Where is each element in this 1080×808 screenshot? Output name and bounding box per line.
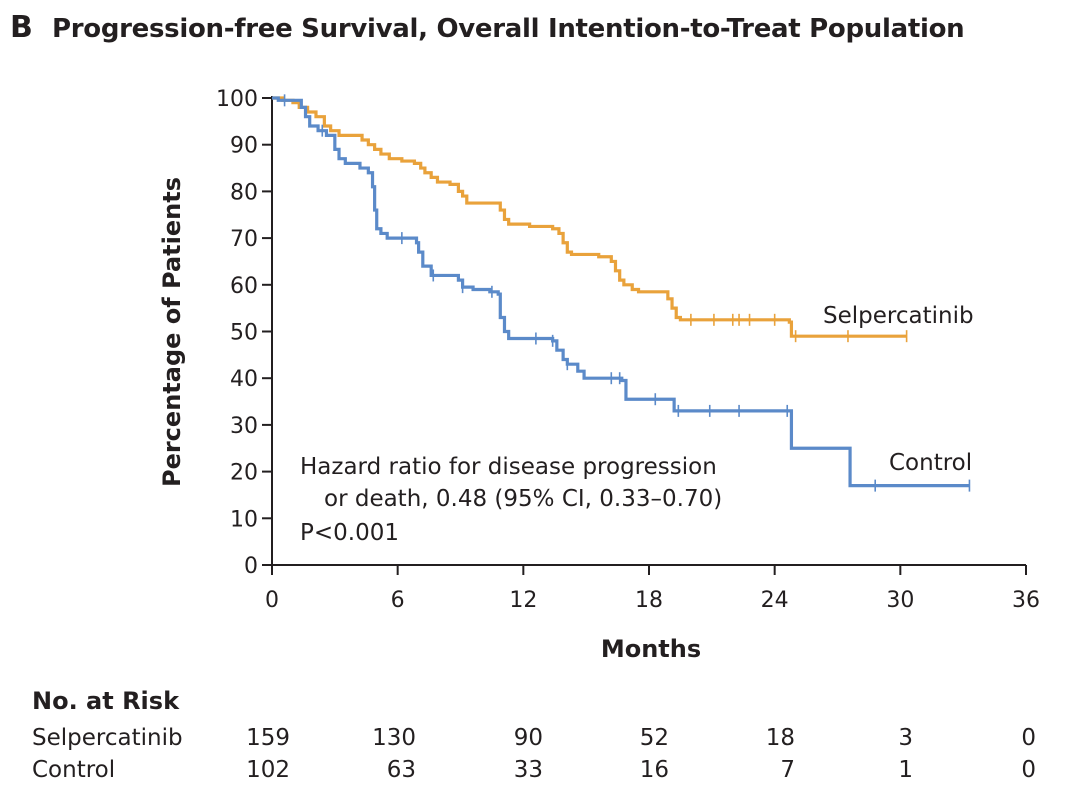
x-tick-label: 24: [761, 588, 789, 613]
risk-cell: 7: [780, 757, 795, 783]
x-tick-label: 36: [1012, 588, 1040, 613]
x-tick-label: 12: [509, 588, 537, 613]
x-tick-label: 18: [635, 588, 663, 613]
km-curve-control: [272, 96, 970, 488]
risk-cell: 3: [898, 725, 913, 751]
risk-cell: 33: [513, 757, 543, 783]
risk-cell: 16: [639, 757, 669, 783]
x-axis-title: Months: [601, 635, 701, 663]
risk-table-title: No. at Risk: [32, 687, 180, 715]
panel-letter: B: [10, 10, 33, 45]
curve-labels: Selpercatinib Control: [823, 303, 974, 476]
risk-cell: 90: [513, 725, 543, 751]
label-selpercatinib: Selpercatinib: [823, 303, 974, 329]
risk-cell: 1: [898, 757, 913, 783]
y-tick-label: 20: [230, 461, 258, 486]
annotation-p-value: P<0.001: [300, 520, 399, 546]
risk-cell: 102: [246, 757, 290, 783]
risk-row: Selpercatinib 159 130 90 52 18 3 0: [0, 725, 1080, 755]
risk-cell: 130: [372, 725, 416, 751]
y-tick-label: 30: [230, 414, 258, 439]
risk-cell: 52: [639, 725, 669, 751]
y-axis-title: Percentage of Patients: [158, 177, 186, 487]
risk-cell: 0: [1021, 757, 1036, 783]
risk-cell: 0: [1021, 725, 1036, 751]
risk-row-name: Selpercatinib: [32, 725, 183, 751]
risk-cell: 159: [246, 725, 290, 751]
x-tick-label: 30: [886, 588, 914, 613]
y-tick-label: 80: [230, 180, 258, 205]
annotation-line-1: Hazard ratio for disease progression: [300, 454, 717, 480]
y-tick-label: 100: [216, 87, 258, 112]
km-curve-selpercatinib: [272, 96, 907, 338]
y-tick-label: 70: [230, 227, 258, 252]
km-plot: 0 10 20 30 40 50 60 70 80 90 100 0 6 12 18 24 30 36 Selpe…: [158, 87, 1040, 663]
x-tick-label: 6: [391, 588, 405, 613]
x-tick-label: 0: [265, 588, 279, 613]
y-tick-label: 0: [244, 554, 258, 579]
curves: [272, 94, 971, 492]
axes: 0 10 20 30 40 50 60 70 80 90 100 0 6 12 18 24 30 36: [216, 87, 1040, 613]
risk-cell: 63: [386, 757, 416, 783]
y-tick-label: 50: [230, 321, 258, 346]
chart-title: Progression-free Survival, Overall Inten…: [52, 14, 965, 44]
y-tick-label: 90: [230, 134, 258, 159]
risk-cell: 18: [765, 725, 795, 751]
y-tick-label: 10: [230, 507, 258, 532]
hazard-ratio-annotation: Hazard ratio for disease progression or …: [300, 454, 722, 546]
risk-row-name: Control: [32, 757, 116, 783]
y-tick-label: 60: [230, 274, 258, 299]
annotation-line-2: or death, 0.48 (95% CI, 0.33–0.70): [324, 486, 722, 512]
risk-row: Control 102 63 33 16 7 1 0: [0, 757, 1080, 787]
label-control: Control: [889, 450, 972, 476]
y-tick-label: 40: [230, 367, 258, 392]
